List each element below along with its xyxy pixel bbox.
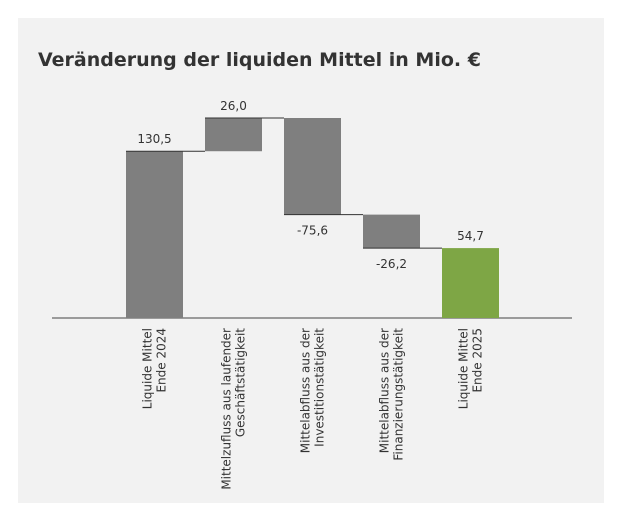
chart-title: Veränderung der liquiden Mittel in Mio. … (38, 49, 481, 71)
panel (18, 18, 604, 503)
x-tick-label: Mittelzufluss aus laufenderGeschäftstäti… (220, 328, 248, 490)
value-label: -26,2 (376, 257, 407, 271)
value-label: 26,0 (220, 99, 247, 113)
value-label: -75,6 (297, 224, 328, 238)
x-tick-label: Mittelabfluss aus derFinanzierungstätigk… (378, 328, 406, 461)
bar (363, 214, 420, 249)
value-label: 54,7 (457, 229, 484, 243)
x-tick-label: Liquide MittelEnde 2024 (141, 328, 169, 409)
bar (442, 248, 499, 318)
bar (205, 118, 262, 152)
value-label: 130,5 (137, 132, 171, 146)
x-tick-label: Mittelabfluss aus derInvestitionstätigke… (299, 328, 327, 454)
bar (284, 118, 341, 215)
x-tick-label: Liquide MittelEnde 2025 (457, 328, 485, 409)
bar (126, 151, 183, 318)
